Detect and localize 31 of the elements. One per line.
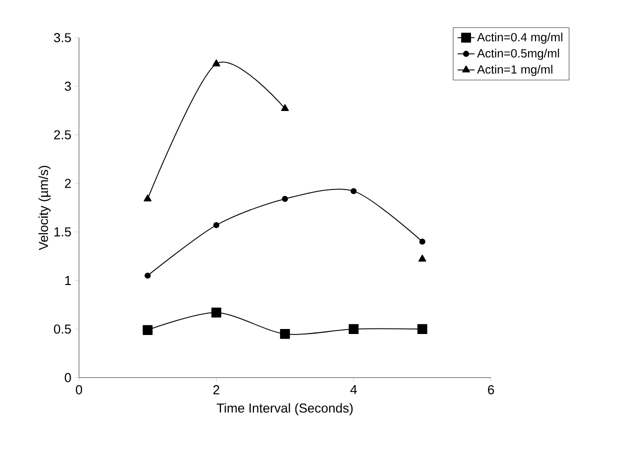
point [281, 104, 289, 111]
y-tick-label: 1.5 [54, 227, 71, 236]
legend-label: Actin=0.4 mg/ml [477, 32, 562, 44]
point [419, 238, 426, 245]
point [144, 194, 152, 202]
legend-label: Actin=1 mg/ml [477, 64, 552, 76]
point [144, 272, 151, 279]
point [211, 308, 222, 318]
point [280, 328, 290, 339]
point [350, 188, 357, 194]
x-axis-title: Time Interval (Seconds) [216, 403, 353, 416]
point [348, 324, 359, 334]
y-tick-label: 3 [64, 82, 71, 91]
y-axis-title: Velocity (µm/s) [38, 166, 51, 250]
y-tick-label: 0 [64, 373, 71, 382]
x-tick-label: 2 [213, 385, 220, 394]
point [212, 59, 220, 66]
x-tick-label: 6 [488, 385, 494, 394]
point [418, 254, 426, 262]
x-tick-label: 4 [350, 385, 357, 394]
y-tick-label: 0.5 [54, 324, 71, 334]
y-tick-label: 2 [64, 178, 71, 188]
point [213, 222, 220, 228]
point [282, 196, 288, 202]
y-tick-label: 2.5 [54, 130, 71, 140]
point [417, 324, 428, 334]
y-tick-label: 1 [65, 276, 71, 285]
point [142, 325, 153, 335]
y-tick-label: 3.5 [54, 33, 71, 42]
x-tick-label: 0 [76, 385, 82, 394]
legend-label: Actin=0.5mg/ml [477, 48, 559, 60]
